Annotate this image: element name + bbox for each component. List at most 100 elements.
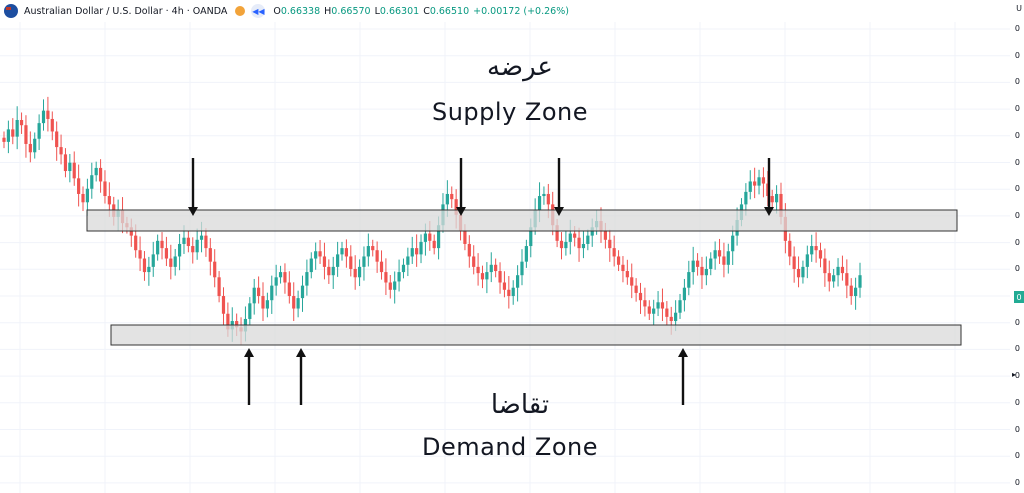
candle-body <box>810 246 814 255</box>
axis-tick-label: 0 <box>1014 451 1020 461</box>
candle-body <box>647 306 651 314</box>
supply-label-en: Supply Zone <box>431 98 588 126</box>
candle-body <box>529 227 533 247</box>
axis-tick-label: 0 <box>1014 237 1020 247</box>
candle-body <box>779 193 783 217</box>
candle-body <box>704 268 708 276</box>
axis-tick-label: 0 <box>1014 477 1020 487</box>
candle-body <box>283 272 287 283</box>
candle-body <box>59 147 63 155</box>
high-key: H <box>324 5 332 17</box>
candle-body <box>182 237 186 244</box>
axis-caret-icon[interactable]: ▸ <box>1011 370 1016 379</box>
axis-top-label: U <box>1016 4 1022 13</box>
candle-body <box>33 138 37 153</box>
low-value: 0.66301 <box>379 5 420 17</box>
candle-body <box>634 285 638 293</box>
candle-body <box>774 193 779 203</box>
candle-body <box>208 248 212 262</box>
candle-body <box>90 175 94 189</box>
axis-tick-label: 0 <box>1014 157 1020 167</box>
candle-body <box>630 277 634 286</box>
up-arrow-head <box>678 348 688 357</box>
candle-body <box>537 196 542 210</box>
candle-body <box>489 264 493 273</box>
candle-body <box>770 196 774 203</box>
candle-body <box>665 308 669 317</box>
candle-body <box>191 246 195 253</box>
candle-body <box>204 235 208 249</box>
up-arrow-head <box>296 348 306 357</box>
axis-tick-label: 0 <box>1014 424 1020 434</box>
candle-body <box>296 298 300 309</box>
candle-body <box>362 256 366 267</box>
candle-body <box>406 256 410 265</box>
candle-body <box>388 282 392 290</box>
candle-body <box>713 250 717 259</box>
close-value: 0.66510 <box>429 5 470 17</box>
down-arrow-head <box>188 207 198 216</box>
candle-body <box>419 241 423 255</box>
candle-body <box>379 261 384 273</box>
candle-body <box>818 250 823 259</box>
candle-body <box>476 266 480 274</box>
candle-body <box>401 264 406 273</box>
candle-body <box>199 235 204 240</box>
chart-legend-header: Australian Dollar / U.S. Dollar · 4h · O… <box>0 0 569 22</box>
candle-body <box>257 287 261 297</box>
candle-body <box>142 258 147 273</box>
candle-body <box>252 287 256 304</box>
candle-body <box>98 167 103 182</box>
candle-body <box>265 300 269 309</box>
close-key: C <box>423 5 430 17</box>
axis-tick-label: 0 <box>1014 50 1020 60</box>
candle-body <box>722 256 726 265</box>
symbol-title[interactable]: Australian Dollar / U.S. Dollar · 4h · O… <box>24 5 228 17</box>
candle-body <box>248 303 252 319</box>
candle-body <box>318 251 322 257</box>
candle-body <box>186 237 190 247</box>
candle-body <box>467 243 471 257</box>
down-arrow-head <box>764 207 774 216</box>
candle-body <box>836 266 840 276</box>
candle-body <box>450 193 454 200</box>
candle-body <box>761 177 766 184</box>
candle-body <box>11 129 15 137</box>
candle-body <box>691 260 695 273</box>
candle-body <box>796 268 801 278</box>
candle-body <box>788 240 792 257</box>
candle-body <box>164 248 169 259</box>
candle-body <box>660 302 665 309</box>
candle-body <box>226 313 230 330</box>
candle-body <box>221 296 226 314</box>
candle-body <box>322 256 327 267</box>
candle-body <box>393 281 397 290</box>
candle-body <box>603 230 607 240</box>
candle-body <box>695 260 700 267</box>
candle-body <box>744 191 748 205</box>
candle-body <box>792 256 796 269</box>
candle-body <box>498 271 502 283</box>
candle-body <box>195 239 199 253</box>
candle-body <box>757 177 761 186</box>
candle-body <box>586 235 590 244</box>
market-status-icon[interactable] <box>235 6 246 16</box>
candle-body <box>454 199 458 215</box>
candle-body <box>753 181 757 186</box>
candle-body <box>375 250 379 262</box>
change-value: +0.00172 (+0.26%) <box>473 5 569 17</box>
candle-body <box>472 256 476 267</box>
candle-body <box>559 240 564 249</box>
replay-icon[interactable]: ◀◀ <box>251 4 266 18</box>
candle-body <box>147 266 151 273</box>
candle-body <box>507 289 511 297</box>
demand-zone-box <box>110 324 962 346</box>
candle-body <box>331 266 335 276</box>
candle-body <box>669 316 673 322</box>
annotation-arrows <box>188 158 774 405</box>
candle-body <box>41 110 46 124</box>
axis-tick-label: 0 <box>1014 397 1020 407</box>
candle-body <box>845 273 849 286</box>
candle-body <box>305 272 309 286</box>
